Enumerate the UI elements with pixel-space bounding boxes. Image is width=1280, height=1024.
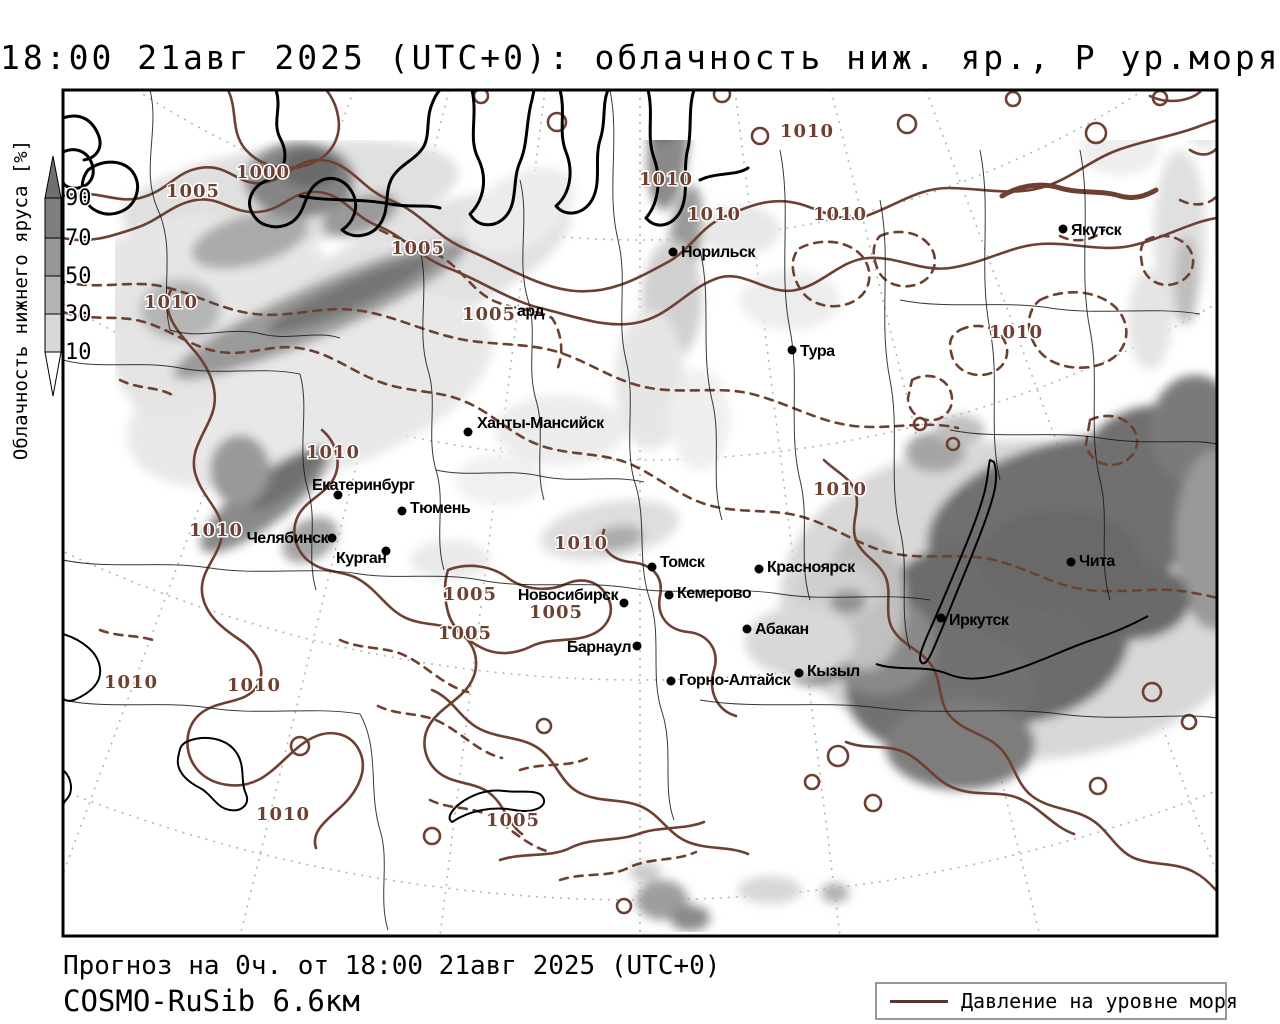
city-dot [664,590,674,600]
isobar-labels: 1005 1000 1010 1005 1005 1010 1010 1010 1010 1010… [102,120,1043,833]
isobar-value-label: 1000 [236,162,290,183]
colorbar-tick-label: 10 [65,340,92,365]
pressure-legend-label: Давление на уровне моря [961,989,1238,1013]
colorbar-tick-label: 70 [65,226,92,251]
city-dot [647,562,657,572]
pressure-legend: Давление на уровне моря [875,982,1238,1020]
city-label: Челябинск [247,530,330,547]
isobar-value-label: 1010 [687,204,741,225]
isobar-value-label: 1010 [104,672,158,693]
city-label: Томск [660,554,706,571]
city-dot [619,598,629,608]
city-dot [936,613,946,623]
isobar-value-label: 1005 [486,810,540,831]
colorbar-axis-label: Облачность нижнего яруса [%] [10,139,32,461]
city-dot [668,247,678,257]
colorbar-tick-label: 30 [65,302,92,327]
isobar-value-label: 1010 [780,121,834,142]
city-dot [397,506,407,516]
isobar-value-label: 1010 [144,292,198,313]
city-dot [666,676,676,686]
city-label: Якутск [1071,222,1123,239]
city-label: Норильск [681,244,756,261]
city-dot [632,641,642,651]
isobar-value-label: 1010 [256,804,310,825]
isobar-value-label: 1010 [189,520,243,541]
city-dot [794,668,804,678]
city-label: Барнаул [567,639,631,656]
city-label: Тюмень [410,500,471,517]
pressure-line-sample [890,999,948,1003]
isobar-value-label: 1010 [306,442,360,463]
city-markers: Норильск Якутск Тура Ханты-Мансийск Екатерин… [247,222,1124,689]
region-borders [64,91,1216,931]
isobar-value-label: 1005 [443,584,497,605]
city-label: Кызыл [807,663,860,680]
city-label: Екатеринбург [312,477,415,494]
city-label: Тура [800,343,835,360]
city-label: Чита [1079,553,1115,570]
city-label: Новосибирск [518,587,620,604]
city-dot [327,533,337,543]
page-title: 18:00 21авг 2025 (UTC+0): облачность ниж… [0,38,1280,77]
coastlines [64,91,1149,823]
isobar-value-label: 1005 [391,238,445,259]
city-label: Иркутск [949,612,1010,629]
city-label: Красноярск [767,559,856,576]
city-dot [1058,224,1068,234]
partial-city-label: ард [517,303,544,320]
cloudiness-colorbar: 90 70 50 30 10 [44,155,93,397]
isobar-value-label: 1010 [554,533,608,554]
city-label: Горно-Алтайск [679,672,792,689]
isobar-value-label: 1010 [639,169,693,190]
city-dot [381,546,391,556]
colorbar-tick-label: 50 [65,264,92,289]
isobar-value-label: 1010 [989,322,1043,343]
isobars-dashed [64,195,1216,882]
city-dot [754,564,764,574]
isobar-value-label: 1005 [462,304,516,325]
city-label: Абакан [755,621,809,638]
colorbar-lower-arrow [44,351,62,397]
forecast-info-line: Прогноз на 0ч. от 18:00 21авг 2025 (UTC+… [63,951,721,981]
isobar-value-label: 1010 [813,204,867,225]
city-label: Ханты-Мансийск [477,415,605,432]
isobar-value-label: 1005 [529,602,583,623]
model-info-line: COSMO-RuSib 6.6км [63,984,360,1018]
colorbar-tick-label: 90 [65,186,92,211]
isobar-value-label: 1010 [813,479,867,500]
city-label: Кемерово [677,585,752,602]
isobar-value-label: 1005 [166,181,220,202]
city-dot [1066,557,1076,567]
city-dot [333,490,343,500]
city-label: Курган [336,550,386,567]
isobar-value-label: 1010 [227,675,281,696]
isobar-value-label: 1005 [438,623,492,644]
city-dot [787,345,797,355]
map-frame [61,88,1219,938]
city-dot [742,624,752,634]
city-dot [463,427,473,437]
